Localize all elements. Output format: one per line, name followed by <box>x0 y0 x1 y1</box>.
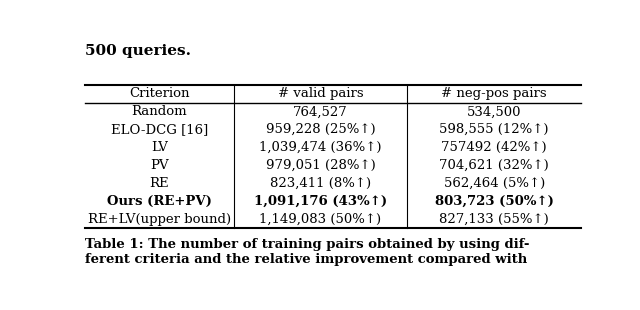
Text: 827,133 (55%↑): 827,133 (55%↑) <box>439 213 549 226</box>
Text: # valid pairs: # valid pairs <box>278 87 364 100</box>
Text: 562,464 (5%↑): 562,464 (5%↑) <box>444 177 545 190</box>
Text: 979,051 (28%↑): 979,051 (28%↑) <box>266 159 376 172</box>
Text: 1,039,474 (36%↑): 1,039,474 (36%↑) <box>259 141 382 154</box>
Text: # neg-pos pairs: # neg-pos pairs <box>442 87 547 100</box>
Text: Criterion: Criterion <box>129 87 189 100</box>
Text: RE: RE <box>150 177 169 190</box>
Text: Ours (RE+PV): Ours (RE+PV) <box>107 195 212 208</box>
Text: 764,527: 764,527 <box>293 105 348 118</box>
Text: ELO-DCG [16]: ELO-DCG [16] <box>111 123 208 136</box>
Text: 803,723 (50%↑): 803,723 (50%↑) <box>435 195 554 208</box>
Text: 704,621 (32%↑): 704,621 (32%↑) <box>439 159 549 172</box>
Text: 1,091,176 (43%↑): 1,091,176 (43%↑) <box>254 195 387 208</box>
Text: 757492 (42%↑): 757492 (42%↑) <box>442 141 547 154</box>
Text: RE+LV(upper bound): RE+LV(upper bound) <box>88 213 231 226</box>
Text: LV: LV <box>151 141 168 154</box>
Text: Random: Random <box>132 105 187 118</box>
Text: 959,228 (25%↑): 959,228 (25%↑) <box>266 123 376 136</box>
Text: PV: PV <box>150 159 169 172</box>
Text: 534,500: 534,500 <box>467 105 522 118</box>
Text: 500 queries.: 500 queries. <box>85 44 191 58</box>
Text: Table 1: The number of training pairs obtained by using dif-
ferent criteria and: Table 1: The number of training pairs ob… <box>85 238 529 266</box>
Text: 598,555 (12%↑): 598,555 (12%↑) <box>440 123 549 136</box>
Text: 1,149,083 (50%↑): 1,149,083 (50%↑) <box>259 213 381 226</box>
Text: 823,411 (8%↑): 823,411 (8%↑) <box>270 177 371 190</box>
